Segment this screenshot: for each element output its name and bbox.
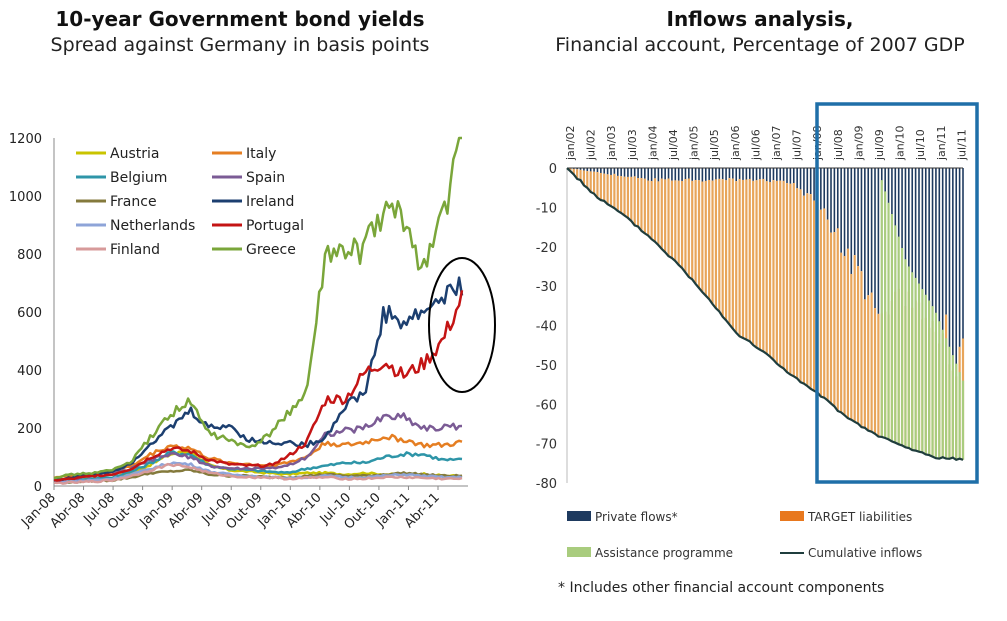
series-line-belgium [53, 450, 463, 483]
inflows-y-tick-label: -60 [536, 398, 557, 413]
left-chart-title: 10-year Government bond yields [55, 7, 425, 31]
highlight-box [815, 102, 979, 484]
left-chart-subtitle: Spread against Germany in basis points [50, 34, 430, 56]
inflows-axes: 0 -10 -20 -30 -40 -50 -60 -70 -80 jan/02 jul/02 jan… [536, 126, 969, 492]
inflows-y-tick-label: -40 [536, 320, 557, 335]
inflows-x-tick-label: jul/10 [914, 129, 927, 161]
inflows-y-tick-label: -70 [536, 438, 557, 453]
inflows-x-tick-label: jul/04 [667, 129, 680, 161]
inflows-y-tick-label: -10 [536, 201, 557, 216]
legend-label: Greece [246, 242, 296, 258]
inflows-legend-label: Private flows* [595, 510, 678, 524]
bond-y-tick-label: 1000 [9, 190, 42, 205]
inflows-x-tick-label: jan/09 [852, 126, 865, 161]
inflows-x-tick-label: jul/06 [749, 129, 762, 161]
inflows-x-tick-label: jan/02 [564, 126, 577, 161]
inflows-legend-label: Assistance programme [595, 546, 733, 560]
legend-label: Portugal [246, 218, 304, 234]
bond-y-tick-label: 600 [17, 306, 42, 321]
right-chart-title-block: Inflows analysis, Financial account, Per… [515, 6, 1005, 58]
bond-y-tick-label: 0 [34, 480, 42, 495]
inflows-footnote: * Includes other financial account compo… [558, 580, 885, 596]
bond-y-tick-label: 200 [17, 422, 42, 437]
inflows-cumulative [566, 167, 964, 462]
inflows-x-tick-label: jul/02 [585, 129, 598, 161]
inflows-x-tick-label: jul/09 [873, 129, 886, 161]
inflows-legend: Private flows* TARGET liabilities Assistan… [567, 510, 922, 560]
inflows-legend-swatch [567, 511, 591, 521]
legend-label: Ireland [246, 194, 294, 210]
bond-y-tick-label: 800 [17, 248, 42, 263]
bond-y-tick-label: 1200 [9, 132, 42, 147]
inflows-x-tick-label: jan/03 [605, 126, 618, 161]
bond-y-tick-label: 400 [17, 364, 42, 379]
series-line-finland [53, 462, 463, 485]
inflows-legend-swatch [780, 511, 804, 521]
series-line-greece [53, 136, 462, 480]
right-chart-title: Inflows analysis, [666, 7, 854, 31]
inflows-bars [565, 168, 965, 460]
bond-yields-lines [53, 136, 464, 485]
inflows-x-tick-label: jan/11 [935, 126, 948, 161]
inflows-legend-label: Cumulative inflows [808, 546, 922, 560]
inflows-y-tick-label: -30 [536, 280, 557, 295]
legend-label: Finland [110, 242, 160, 258]
cumulative-inflows-line [566, 167, 964, 462]
left-chart-title-block: 10-year Government bond yields Spread ag… [0, 6, 480, 58]
inflows-legend-label: TARGET liabilities [807, 510, 912, 524]
inflows-x-tick-label: jan/04 [646, 126, 659, 161]
inflows-x-tick-label: jul/08 [832, 129, 845, 161]
inflows-y-tick-label: -20 [536, 241, 557, 256]
legend-label: Italy [246, 146, 276, 162]
legend-label: Belgium [110, 170, 167, 186]
bond-yields-legend: Austria Belgium France Netherlands Finland It… [76, 146, 304, 258]
right-chart-subtitle: Financial account, Percentage of 2007 GD… [555, 34, 965, 56]
inflows-y-tick-label: -50 [536, 359, 557, 374]
legend-label: Spain [246, 170, 285, 186]
inflows-x-tick-label: jul/07 [791, 129, 804, 161]
series-line-portugal [53, 290, 464, 482]
inflows-x-tick-label: jan/07 [770, 126, 783, 161]
legend-label: Austria [110, 146, 159, 162]
inflows-y-tick-label: -80 [536, 477, 557, 492]
legend-label: France [110, 194, 157, 210]
inflows-x-tick-label: jan/10 [894, 126, 907, 161]
legend-label: Netherlands [110, 218, 195, 234]
inflows-legend-swatch [567, 547, 591, 557]
inflows-x-tick-label: jan/06 [729, 126, 742, 161]
inflows-x-tick-label: jan/05 [688, 126, 701, 161]
inflows-x-tick-label: jul/05 [708, 129, 721, 161]
inflows-y-tick-label: 0 [549, 162, 557, 177]
inflows-x-tick-label: jul/03 [626, 129, 639, 161]
highlight-ellipse [428, 257, 496, 393]
inflows-x-tick-label: jul/11 [955, 129, 968, 161]
